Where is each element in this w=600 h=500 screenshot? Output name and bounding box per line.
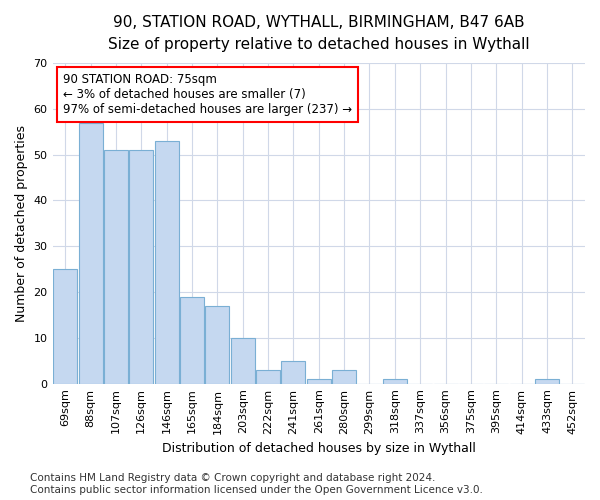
Bar (383, 379, 407, 384)
Bar (230, 338, 255, 384)
Y-axis label: Number of detached properties: Number of detached properties (15, 125, 28, 322)
Title: 90, STATION ROAD, WYTHALL, BIRMINGHAM, B47 6AB
Size of property relative to deta: 90, STATION ROAD, WYTHALL, BIRMINGHAM, B… (108, 15, 530, 52)
Bar (79, 122, 103, 384)
Bar (256, 370, 280, 384)
Bar (332, 370, 356, 384)
Bar (53, 269, 77, 384)
Bar (180, 296, 204, 384)
Bar (104, 150, 128, 384)
Text: 90 STATION ROAD: 75sqm
← 3% of detached houses are smaller (7)
97% of semi-detac: 90 STATION ROAD: 75sqm ← 3% of detached … (63, 72, 352, 116)
Bar (307, 379, 331, 384)
Text: Contains HM Land Registry data © Crown copyright and database right 2024.
Contai: Contains HM Land Registry data © Crown c… (30, 474, 483, 495)
Bar (205, 306, 229, 384)
Bar (155, 141, 179, 384)
Bar (535, 379, 559, 384)
Bar (129, 150, 154, 384)
X-axis label: Distribution of detached houses by size in Wythall: Distribution of detached houses by size … (162, 442, 476, 455)
Bar (281, 361, 305, 384)
